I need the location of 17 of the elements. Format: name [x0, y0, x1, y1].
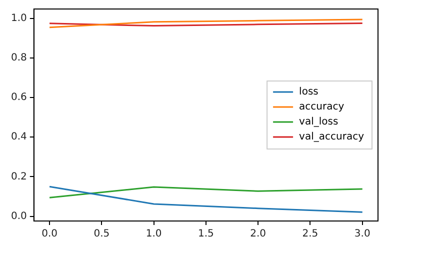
x-tick-label: 2.0 — [250, 228, 266, 240]
y-tick-label: 0.4 — [10, 132, 27, 143]
y-tick-label: 0.0 — [10, 210, 27, 222]
y-tick-label: 0.2 — [10, 171, 27, 182]
x-tick-label: 3.0 — [354, 228, 370, 240]
x-tick-label: 0.0 — [42, 228, 58, 240]
x-tick-label: 2.5 — [302, 228, 318, 240]
legend-label: val_loss — [299, 116, 338, 128]
y-tick-label: 1.0 — [10, 13, 27, 24]
x-tick-label: 1.0 — [146, 228, 162, 240]
legend-label: val_accuracy — [299, 132, 364, 143]
y-tick-label: 0.6 — [10, 92, 27, 104]
legend-label: loss — [299, 86, 318, 98]
x-tick-label: 1.5 — [198, 228, 214, 240]
y-tick-label: 0.8 — [10, 52, 27, 64]
x-tick-label: 0.5 — [94, 228, 110, 240]
legend-label: accuracy — [299, 102, 344, 113]
